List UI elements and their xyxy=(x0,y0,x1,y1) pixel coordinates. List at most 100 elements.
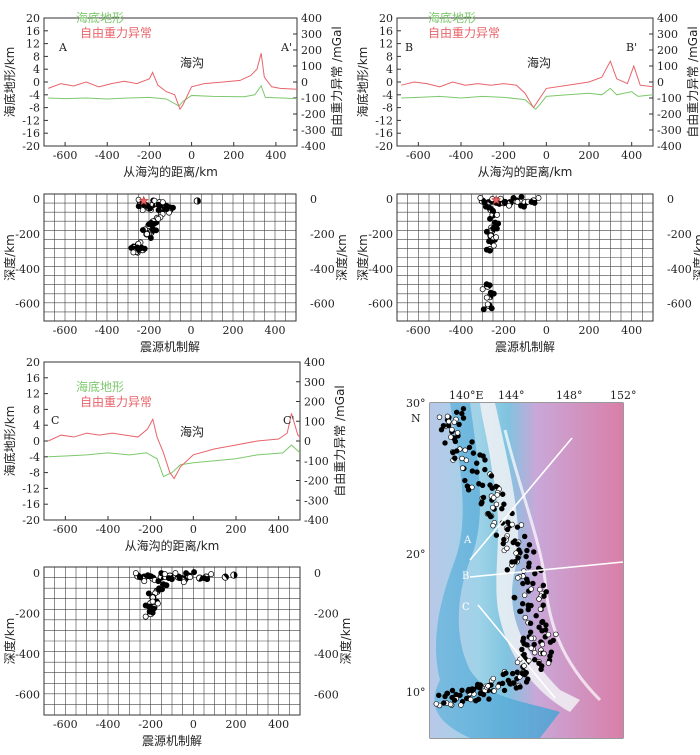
focal-mechanism-cluster-c xyxy=(159,586,166,593)
focal-mechanism-cluster-c xyxy=(132,570,139,577)
map-quake-dot xyxy=(531,656,538,663)
map-quake-dot xyxy=(482,457,488,463)
profile-c-axes: -20 -16 -12 -8 -4 0 4 8 12 16 20 -400 -300 -200 -100 0 1… xyxy=(2,356,347,553)
topo-axis-label-b: 海底地形/km xyxy=(355,47,370,118)
map-quake-dot xyxy=(515,555,521,561)
gravity-tick-label-b: 400 xyxy=(657,12,678,25)
map-quake-dot xyxy=(521,592,528,598)
topo-tick-label-b: 12 xyxy=(379,38,393,51)
depth-x-tick-label-b: 400 xyxy=(621,324,642,337)
focal-panel-a: 0 0 -200 -200 -400 -400 -600 -600 -600 -400 -200 0 2… xyxy=(2,193,349,354)
topo-tick-label-b: 0 xyxy=(386,76,393,89)
gravity-tick-label-c: -200 xyxy=(304,475,329,488)
map-profile-label-b: B xyxy=(462,571,469,582)
focal-mechanism-cluster-c xyxy=(142,613,149,620)
map-profile-line-a xyxy=(469,437,573,561)
trench-label-c: 海沟 xyxy=(180,424,204,439)
focal-mechanism-cluster-c xyxy=(145,590,152,597)
topo-tick-label-b: 8 xyxy=(386,50,393,63)
focal-mechanism-cluster-b xyxy=(493,225,500,232)
map-quake-dot xyxy=(509,559,515,565)
map-arc-ridge xyxy=(480,403,580,712)
map-quake-dot xyxy=(518,522,525,528)
depth-x-tick-label-a: -400 xyxy=(95,324,120,337)
map-quake-dot xyxy=(489,504,496,511)
map-quake-dot xyxy=(495,683,501,690)
depth-tick-label-left-c: -400 xyxy=(15,648,40,661)
map-quake-dot xyxy=(446,418,452,425)
focal-label-c: 震源机制解 xyxy=(142,734,202,748)
map-quake-dot xyxy=(501,501,507,507)
map-quake-dot xyxy=(532,649,538,656)
focal-mechanism-c-16 xyxy=(221,573,229,581)
map-quake-dot xyxy=(536,596,542,602)
map-quake-dot xyxy=(531,549,537,555)
focal-mechanism-cluster-b xyxy=(485,204,492,211)
distance-tick-label-a: 0 xyxy=(188,149,195,162)
focal-quadrant xyxy=(233,571,237,579)
legend-topo-c: 海底地形 xyxy=(76,379,124,394)
map-quake-dot xyxy=(530,580,536,587)
map-quake-dot xyxy=(465,688,471,694)
focal-mechanism-a-17 xyxy=(193,197,201,205)
map-quake-dot xyxy=(514,541,521,547)
map-quake-dot xyxy=(522,614,528,621)
map-quake-dot xyxy=(525,606,531,613)
focal-mechanism-cluster-a xyxy=(153,227,160,234)
map-quake-dot xyxy=(452,438,459,445)
depth-x-tick-label-a: 400 xyxy=(265,324,286,337)
topo-tick-label-a: -16 xyxy=(22,127,40,140)
focal-mechanism-cluster-c xyxy=(208,571,215,578)
focal-mechanism-cluster-a xyxy=(143,231,150,237)
depth-x-tick-label-c: -200 xyxy=(138,718,163,731)
depth-axis-label-left-a: 深度/km xyxy=(2,234,17,281)
map-quake-dot xyxy=(499,680,506,687)
map-quake-dot xyxy=(462,447,468,453)
legend-topo-a: 海底地形 xyxy=(76,10,124,25)
focal-mechanism-cluster-a xyxy=(147,235,154,241)
map-quake-dot xyxy=(500,671,506,678)
map-lon-label-148: 148° xyxy=(556,389,583,402)
depth-axis-label-right-c: 深度/km xyxy=(338,618,353,665)
map-quake-dot xyxy=(480,494,487,501)
topo-tick-label-b: 16 xyxy=(379,25,393,38)
depth-tick-label-left-b: -400 xyxy=(368,263,393,276)
distance-tick-label-c: 0 xyxy=(190,523,197,536)
gravity-tick-label-b: -400 xyxy=(657,140,682,153)
map-quake-dot xyxy=(491,495,497,501)
map-quake-dot xyxy=(539,628,545,634)
map-lat-label-10: 10° xyxy=(406,686,426,699)
topo-tick-label-c: -8 xyxy=(29,467,40,480)
map-quake-dot xyxy=(474,460,480,466)
focal-mechanism-cluster-a xyxy=(139,207,146,214)
map-quake-dot xyxy=(433,701,439,707)
map-quake-dot xyxy=(510,539,516,546)
map-quake-dot xyxy=(521,533,528,540)
gravity-tick-label-c: -400 xyxy=(304,514,329,527)
map-quake-dot xyxy=(499,491,506,497)
bathymetry-map: A B C 140°E 144° 148° 152° 30° N 20° 10° xyxy=(406,389,637,739)
map-quake-dot xyxy=(527,620,534,627)
depth-x-tick-label-b: 0 xyxy=(543,324,550,337)
legend-gravity-c: 自由重力异常 xyxy=(80,395,152,409)
gravity-axis-label-c: 自由重力异常 /mGal xyxy=(333,385,347,497)
depth-tick-label-left-c: -600 xyxy=(15,689,40,702)
topo-tick-label-b: 4 xyxy=(386,63,393,76)
focal-mechanism-cluster-b xyxy=(535,195,542,201)
focal-mechanism-cluster-a xyxy=(137,245,144,252)
map-quake-dot xyxy=(436,414,443,420)
gravity-tick-label-c: -300 xyxy=(304,494,329,507)
focal-mechanism-cluster-c xyxy=(155,578,162,585)
map-quake-dot xyxy=(504,545,510,551)
depth-tick-label-left-b: 0 xyxy=(386,193,393,206)
map-quake-dot xyxy=(545,631,552,638)
topo-tick-label-a: -12 xyxy=(22,114,40,127)
focal-mechanism-cluster-c xyxy=(161,571,168,578)
map-quake-dot xyxy=(451,697,458,703)
depth-tick-label-right-c: -400 xyxy=(314,648,339,661)
map-quake-dot xyxy=(537,606,544,612)
focal-mechanism-c-17 xyxy=(230,571,238,579)
topo-tick-label-c: 16 xyxy=(26,372,40,385)
topo-tick-label-c: -12 xyxy=(22,482,40,495)
map-quake-dot xyxy=(478,501,484,507)
